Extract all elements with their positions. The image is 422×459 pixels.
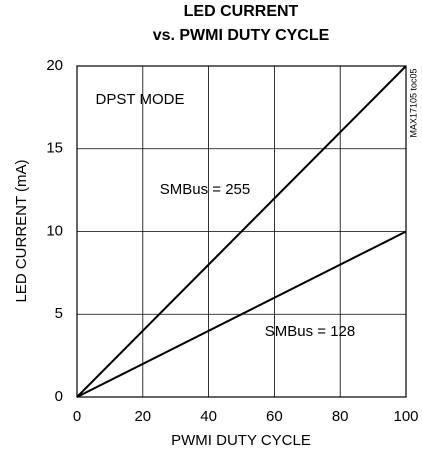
series-label: SMBus = 255 (160, 181, 250, 198)
x-tick-label: 20 (134, 408, 151, 425)
x-tick-label: 80 (332, 408, 349, 425)
y-axis-label: LED CURRENT (mA) (13, 159, 30, 302)
y-tick-label: 0 (55, 388, 63, 405)
x-tick-label: 60 (266, 408, 283, 425)
series-label: SMBus = 128 (265, 323, 355, 340)
y-tick-label: 15 (46, 140, 63, 157)
chart-title: LED CURRENT (184, 3, 299, 20)
x-tick-label: 40 (200, 408, 217, 425)
series-line (76, 230, 407, 398)
y-tick-label: 20 (46, 57, 63, 74)
x-tick-label: 100 (393, 408, 418, 425)
y-tick-label: 10 (46, 222, 63, 239)
x-axis-label: PWMI DUTY CYCLE (171, 432, 311, 449)
x-tick-label: 0 (73, 408, 81, 425)
y-tick-label: 5 (55, 305, 63, 322)
series-line (76, 65, 407, 398)
annotation: MAX17105 toc05 (408, 68, 418, 137)
chart-title: vs. PWMI DUTY CYCLE (153, 27, 330, 44)
annotation: DPST MODE (96, 91, 185, 108)
